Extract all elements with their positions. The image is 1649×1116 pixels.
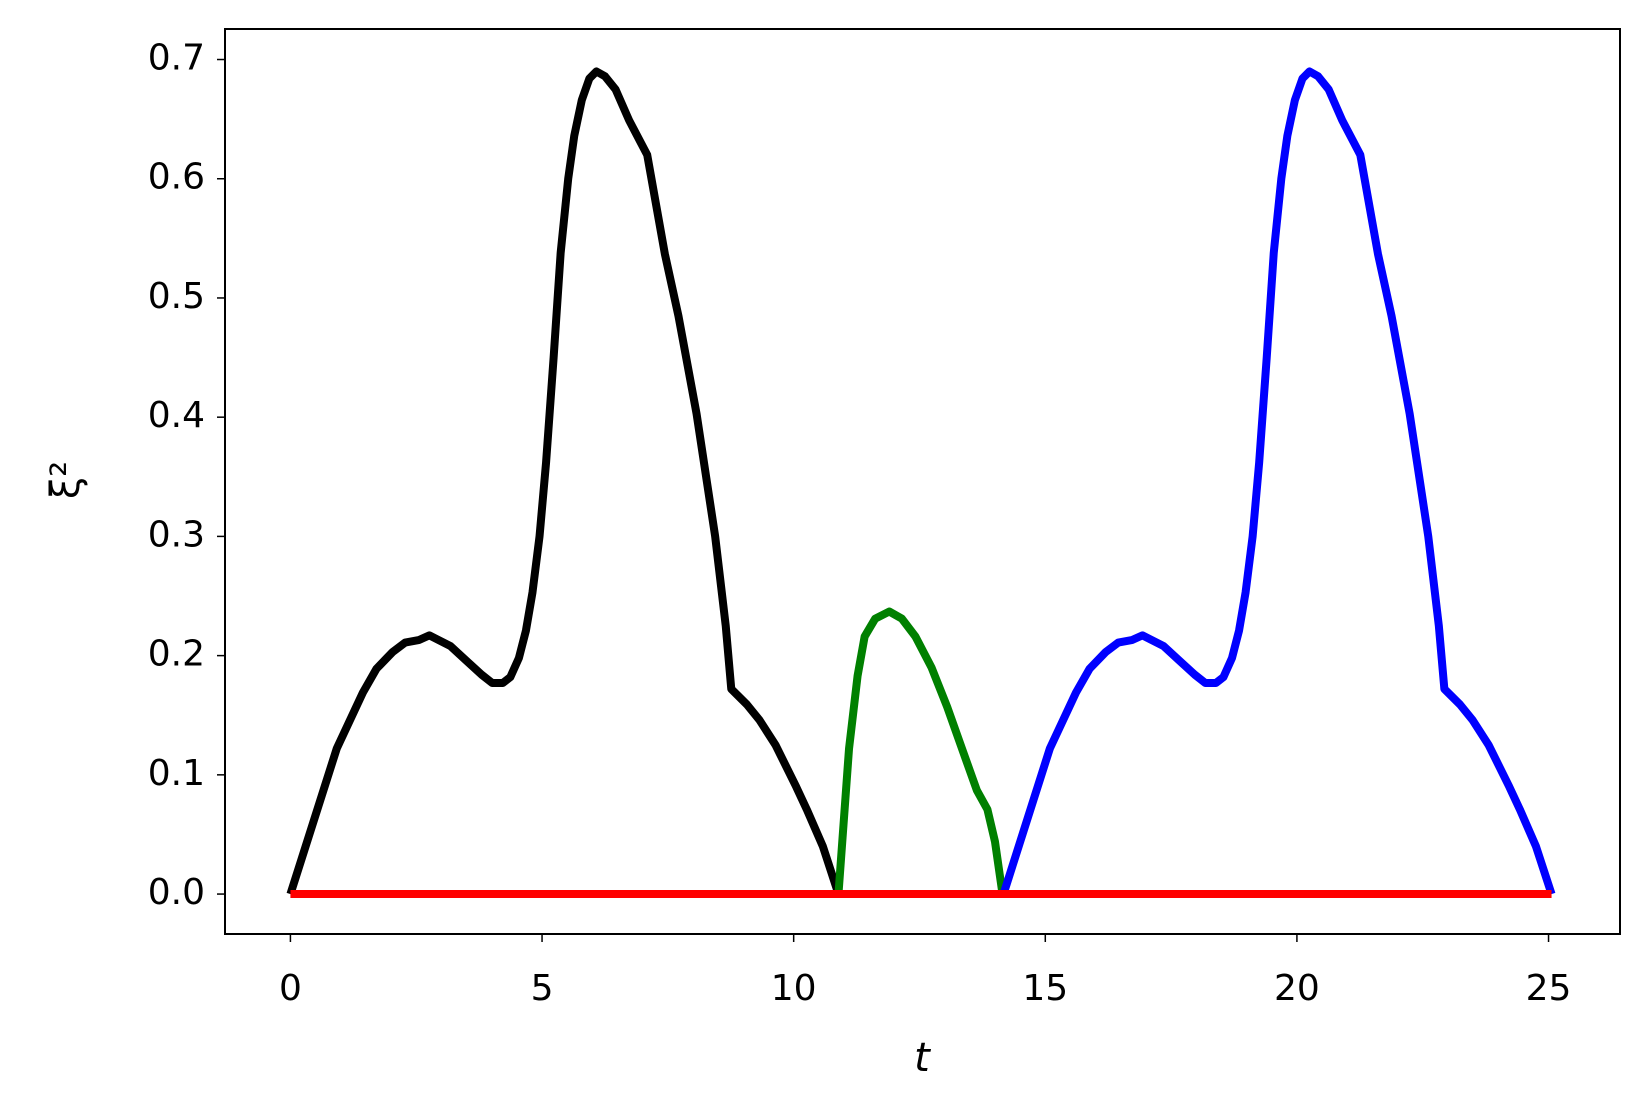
x-tick-label: 25 [1526, 968, 1572, 1009]
y-tick-label: 0.3 [148, 514, 205, 555]
y-tick-label: 0.1 [148, 753, 205, 794]
y-tick-label: 0.7 [148, 38, 205, 79]
y-tick-label: 0.2 [148, 634, 205, 675]
series-line [999, 67, 1556, 896]
x-tick-label: 0 [279, 968, 302, 1009]
x-tick-label: 15 [1022, 968, 1068, 1009]
series-line [286, 67, 843, 896]
x-tick-label: 5 [531, 968, 554, 1009]
series-line [834, 607, 1007, 895]
x-axis-label: t [914, 1035, 931, 1081]
x-tick-label: 10 [771, 968, 817, 1009]
y-tick-label: 0.0 [148, 872, 205, 913]
plot-frame [224, 28, 1621, 935]
y-tick-label: 0.4 [148, 395, 205, 436]
y-tick-label: 0.6 [148, 157, 205, 198]
y-tick-label: 0.5 [148, 276, 205, 317]
x-tick-label: 20 [1274, 968, 1320, 1009]
y-axis-label: ξ² [43, 461, 89, 499]
